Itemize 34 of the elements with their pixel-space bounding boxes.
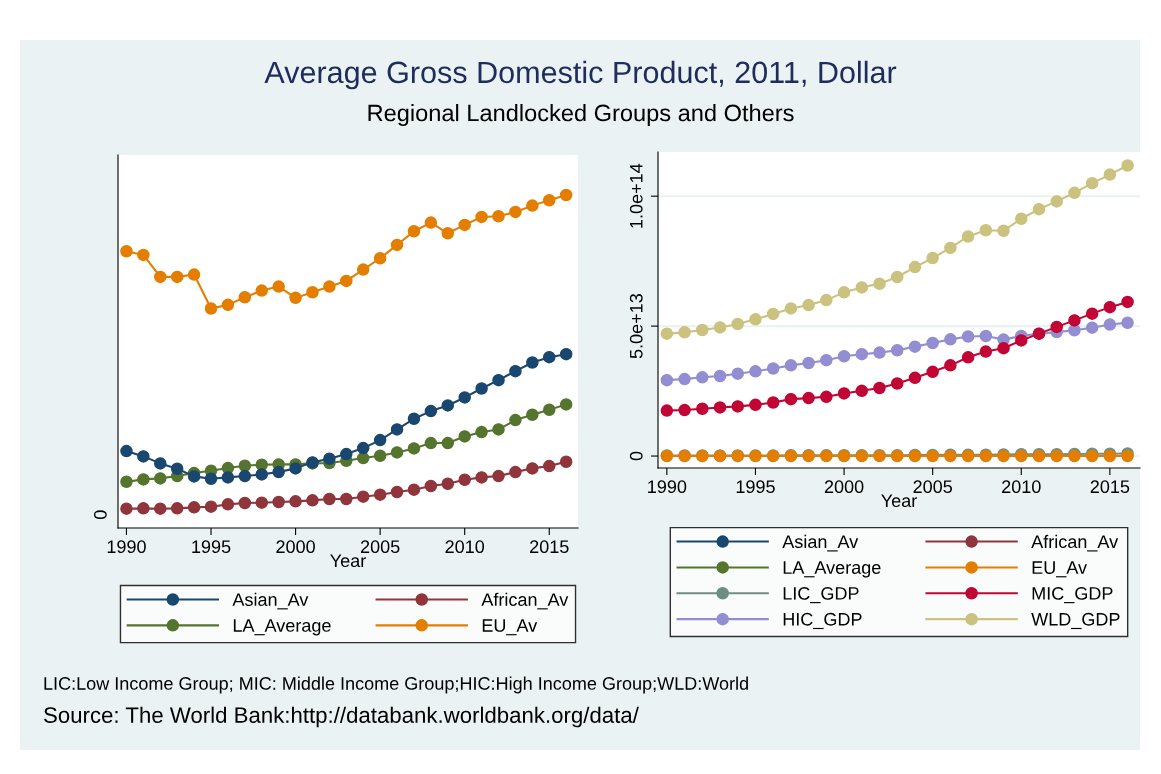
x-tick-label: 2010 [445,540,485,554]
source-note: Source: The World Bank:http://databank.worldbank.org/data/ [44,706,639,728]
y-tick-label: 0 [629,451,643,461]
legend-label: LA_Average [783,561,881,578]
text: 0 [93,510,107,519]
x-tick-label: 2015 [1090,480,1130,494]
legend-label: African_Av [481,592,569,610]
x-tick-label: 1995 [192,540,231,554]
x-tick-label: 2000 [824,480,864,494]
legend-label: MIC_GDP [1032,587,1113,604]
legend-label: Asian_Av [232,592,309,610]
legend-label: LA_Average [233,619,331,636]
legend-label: EU_Av [482,619,538,636]
x-tick-label: 2005 [360,540,400,554]
legend-label: EU_Av [1032,561,1087,578]
text: LIC:Low Income Group; MIC: Middle Income Group;HIC:High Income Group;WLD:World [44,676,748,694]
x-tick-label: 1990 [648,480,687,494]
legend-label: Asian_Av [782,534,859,552]
legend-label: HIC_GDP [783,612,862,630]
legend-label: LIC_GDP [783,587,859,604]
y-tick-label: 5.0e+13 [629,294,643,359]
chart-title: Average Gross Domestic Product, 2011, Dollar [264,60,897,90]
legend-label: WLD_GDP [1031,612,1120,630]
x-tick-label: 2005 [913,480,952,494]
chart-subtitle: Regional Landlocked Groups and Others [368,104,794,126]
x-tick-label: 1990 [107,540,146,554]
x-tick-label: 2000 [276,540,315,554]
x-tick-label: 2015 [530,540,569,554]
x-axis-title: Year [881,494,917,508]
x-tick-label: 2010 [1002,480,1041,494]
x-tick-label: 1995 [736,480,775,494]
legend-label: African_Av [1031,534,1119,552]
x-axis-title: Year [330,554,366,568]
y-tick-label: 1.0e+14 [629,163,643,228]
